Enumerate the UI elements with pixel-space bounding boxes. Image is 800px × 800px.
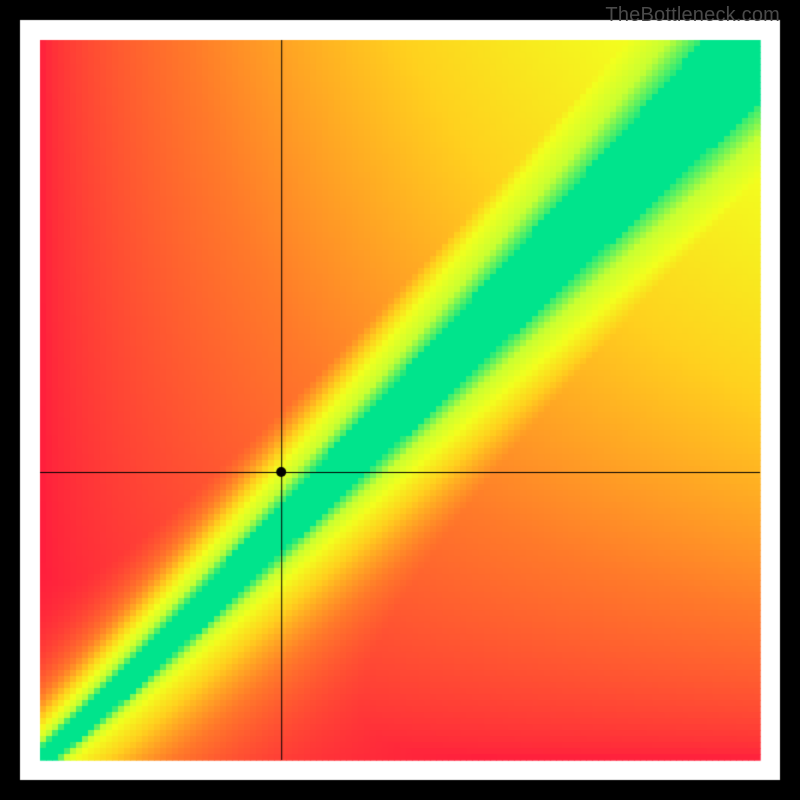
chart-container: TheBottleneck.com — [0, 0, 800, 800]
watermark-text: TheBottleneck.com — [605, 4, 780, 27]
bottleneck-heatmap — [0, 0, 800, 800]
